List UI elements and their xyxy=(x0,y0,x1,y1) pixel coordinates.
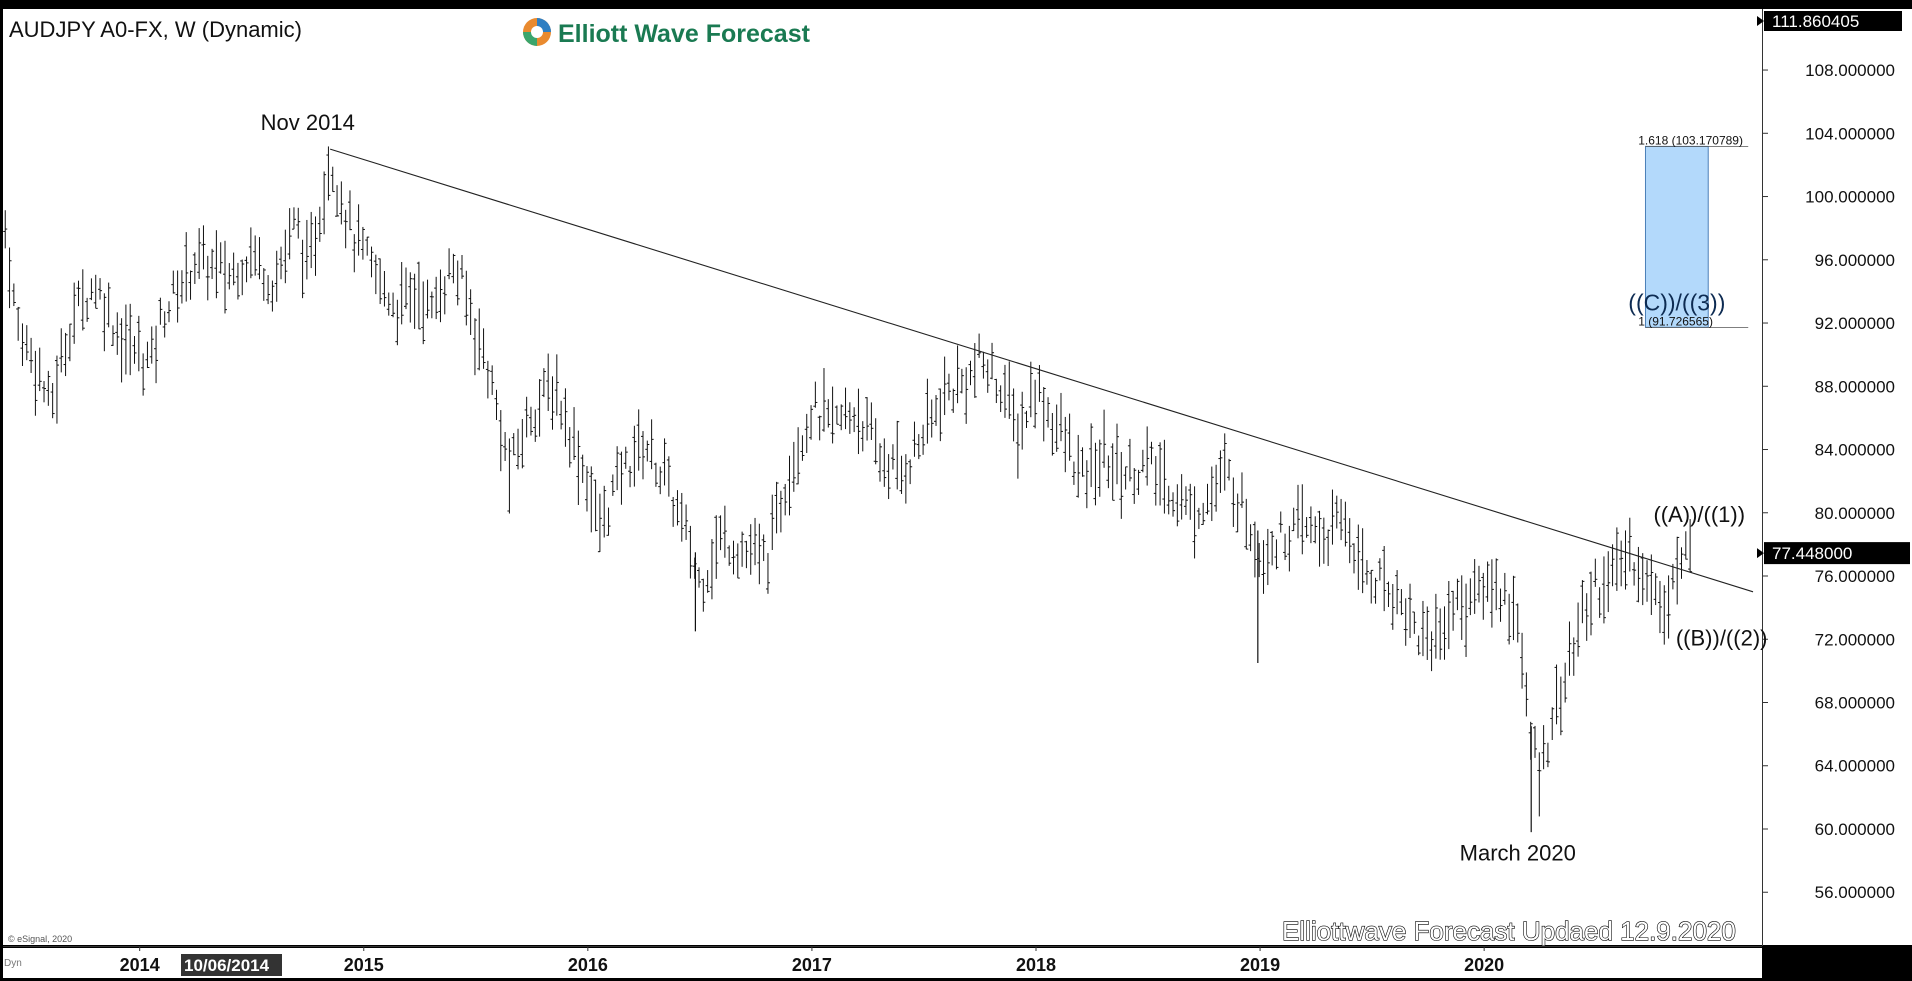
last-price-label: 77.448000 xyxy=(1772,544,1852,563)
wave-annotation: ((C))/((3)) xyxy=(1628,289,1725,315)
y-tick-label: 76.000000 xyxy=(1815,567,1895,586)
last-price-tag: 77.448000 xyxy=(1757,542,1910,565)
cursor-date-label: 10/06/2014 xyxy=(184,956,270,975)
top-price-label: 111.860405 xyxy=(1772,12,1859,31)
trendline-layer xyxy=(329,148,1754,593)
wave-annotation: ((B))/((2)) xyxy=(1676,626,1768,651)
y-tick-label: 84.000000 xyxy=(1815,441,1895,460)
footer-text: Elliottwave Forecast Updaed 12.9.2020 xyxy=(1282,916,1736,946)
brand-name: Elliott Wave Forecast xyxy=(558,20,811,48)
price-axis[interactable] xyxy=(1762,9,1912,945)
y-tick-label: 100.000000 xyxy=(1805,188,1895,207)
x-tick-label: 2016 xyxy=(568,955,608,975)
dyn-tag: Dyn xyxy=(4,958,22,969)
x-tick-label: 2017 xyxy=(792,955,832,975)
x-axis-ticks: 2014 2015 2016 2017 2018 2019 2020 xyxy=(120,946,1504,975)
x-tick-label: 2019 xyxy=(1240,955,1280,975)
wave-annotation: ((A))/((1)) xyxy=(1653,502,1745,527)
x-tick-label: 2018 xyxy=(1016,955,1056,975)
y-tick-label: 108.000000 xyxy=(1805,61,1895,80)
last-price-pointer xyxy=(1757,548,1764,559)
y-tick-label: 88.000000 xyxy=(1815,377,1895,396)
copyright: © eSignal, 2020 xyxy=(8,934,72,944)
y-tick-label: 60.000000 xyxy=(1815,820,1895,839)
price-bars xyxy=(3,146,1693,833)
brand-logo: Elliott Wave Forecast xyxy=(523,18,811,48)
x-tick-label: 2014 xyxy=(120,955,160,975)
y-tick-label: 72.000000 xyxy=(1815,630,1895,649)
wave-annotation: March 2020 xyxy=(1460,841,1576,866)
y-tick-label: 104.000000 xyxy=(1805,124,1895,143)
y-tick-label: 92.000000 xyxy=(1815,314,1895,333)
y-tick-label: 80.000000 xyxy=(1815,504,1895,523)
top-price-tag xyxy=(1764,11,1902,31)
y-axis-ticks: 56.000000 60.000000 64.000000 68.000000 72.0… xyxy=(1762,61,1895,902)
y-tick-label: 96.000000 xyxy=(1815,251,1895,270)
annotations: Nov 2014 ((A))/((1)) ((B))/((2)) March 2020… xyxy=(261,110,1768,865)
fib-level-label: 1 (91.726565) xyxy=(1638,314,1713,328)
y-tick-label: 56.000000 xyxy=(1815,883,1895,902)
cursor-date-tag xyxy=(181,954,282,976)
x-tick-label: 2020 xyxy=(1464,955,1504,975)
y-tick-label: 68.000000 xyxy=(1815,694,1895,713)
plot-area[interactable] xyxy=(3,9,1762,945)
fib-target-box xyxy=(1644,145,1709,328)
trendline xyxy=(329,148,1754,593)
fib-level-label: 1.618 (103.170789) xyxy=(1638,133,1743,147)
fib-layer: 1.618 (103.170789) 1 (91.726565) xyxy=(1638,133,1749,328)
y-tick-label: 64.000000 xyxy=(1815,757,1895,776)
wave-annotation: Nov 2014 xyxy=(261,110,355,135)
time-axis[interactable] xyxy=(3,948,1762,978)
chart-title: AUDJPY A0-FX, W (Dynamic) xyxy=(9,17,302,42)
x-tick-label: 2015 xyxy=(344,955,384,975)
